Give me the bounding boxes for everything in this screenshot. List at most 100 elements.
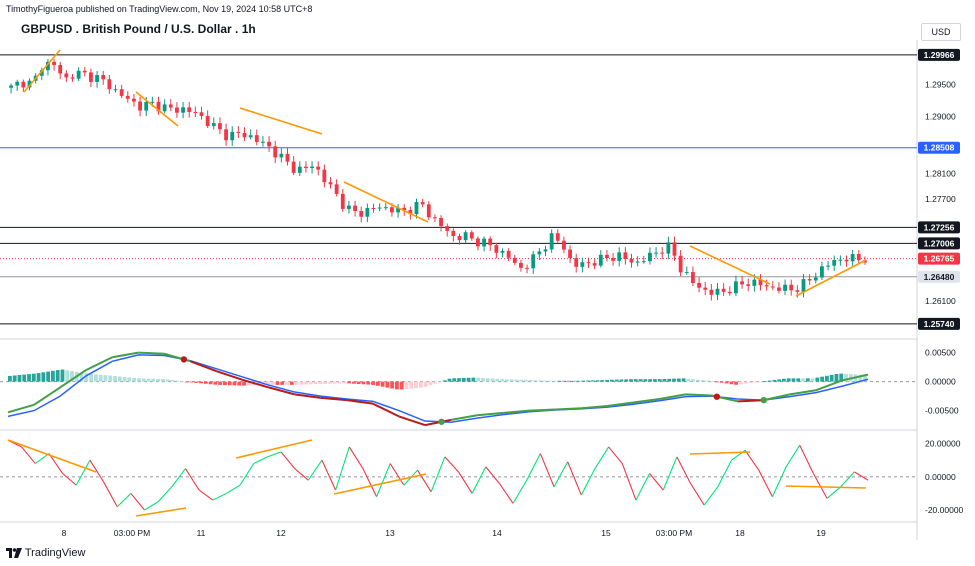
oscillator-segment [526,453,541,481]
price-level-label: 1.26480 [924,272,955,282]
crossover-dot [438,418,445,425]
macd-histogram-bar [524,379,528,382]
macd-histogram-bar [686,378,691,382]
oscillator-segment [321,459,337,491]
macd-histogram-bar [729,381,734,385]
candle-body [426,204,431,218]
oscillator-segment [239,463,255,486]
macd-histogram-bar [748,381,753,383]
macd-histogram-bar [567,380,571,382]
macd-histogram-bar [815,377,820,382]
macd-line-segment [737,399,764,403]
oscillator-trend-line [235,439,313,459]
price-trend-line [343,181,429,223]
candle-body [740,281,744,285]
candle-body [770,286,775,288]
price-level-tag [918,48,960,61]
macd-line-segment [815,379,843,392]
macd-tick-label: -0.00500 [925,406,959,416]
macd-line-segment [7,403,35,414]
price-tick-label: 1.28100 [925,169,956,179]
macd-histogram-bar [672,378,676,382]
macd-histogram-bar [438,381,442,383]
candle-body [439,217,443,227]
macd-histogram-bar [767,380,772,382]
candle-body [236,131,241,133]
macd-histogram-bar [55,370,60,382]
candle-body [371,207,376,209]
macd-histogram-bar [332,381,337,384]
time-tick-label: 11 [197,528,206,538]
oscillator-segment [485,466,500,484]
oscillator-segment [171,468,186,488]
macd-histogram-bar [796,378,801,382]
candle-body [347,205,351,209]
macd-histogram-bar [834,373,839,382]
candle-body [291,161,296,173]
oscillator-segment [458,471,473,494]
tradingview-logo-text: TradingView [24,547,86,559]
macd-histogram-bar [122,376,127,382]
tradingview-logo[interactable]: TradingView [6,547,85,559]
macd-histogram-bar [605,379,610,382]
macd-histogram-bar [51,370,55,382]
macd-histogram-bar [132,377,137,382]
macd-histogram-bar [638,379,643,382]
oscillator-segment [799,445,814,474]
candle-body [678,255,683,273]
macd-histogram-bar [337,381,342,384]
candle-body [592,263,597,266]
oscillator-segment [198,489,214,501]
price-tick-label: 1.26100 [925,296,956,306]
candle-body [433,217,437,219]
macd-histogram-bar [571,380,576,382]
oscillator-segment [567,461,582,496]
macd-histogram-bar [667,378,672,382]
time-tick-label: 03:00 PM [114,528,150,538]
macd-histogram-bar [194,381,199,383]
macd-tick-label: 0.00500 [925,348,956,358]
price-level-label: 1.26765 [924,254,955,264]
macd-histogram-bar [380,381,385,387]
macd-tick-label: 0.00000 [925,377,956,387]
price-level-label: 1.28508 [924,143,955,153]
macd-histogram-bar [825,375,829,382]
time-tick-label: 13 [385,528,395,538]
macd-histogram-bar [189,381,194,383]
oscillator-segment [758,469,773,498]
candle-body [500,250,505,253]
candle-body [58,64,63,74]
macd-histogram-bar [528,380,533,382]
candle-body [15,81,20,86]
macd-histogram-bar [509,379,514,382]
candle-body [211,123,216,126]
candle-body [457,236,462,241]
oscillator-trend-line [135,507,187,517]
macd-histogram-bar [160,379,165,382]
macd-histogram-bar [366,381,371,385]
macd-histogram-bar [614,379,619,382]
macd-histogram-bar [414,381,418,389]
macd-histogram-bar [246,381,251,386]
candle-body [168,104,173,108]
price-level-label: 1.25740 [924,319,955,329]
macd-histogram-bar [500,379,504,382]
macd-histogram-bar [743,381,748,384]
macd-histogram-bar [304,381,309,385]
macd-histogram-bar [586,380,590,382]
currency-button[interactable]: USD [921,23,961,41]
macd-histogram-bar [653,379,657,382]
candle-body [537,251,542,255]
oscillator-segment [48,453,64,474]
oscillator-segment [840,471,855,488]
oscillator-segment [717,459,732,488]
candle-body [304,166,308,168]
candle-body [684,272,689,274]
candle-body [242,132,247,138]
candle-body [488,238,493,246]
candle-body [568,249,572,259]
candle-body [494,245,499,253]
candle-body [70,77,75,79]
macd-histogram-bar [782,378,786,382]
